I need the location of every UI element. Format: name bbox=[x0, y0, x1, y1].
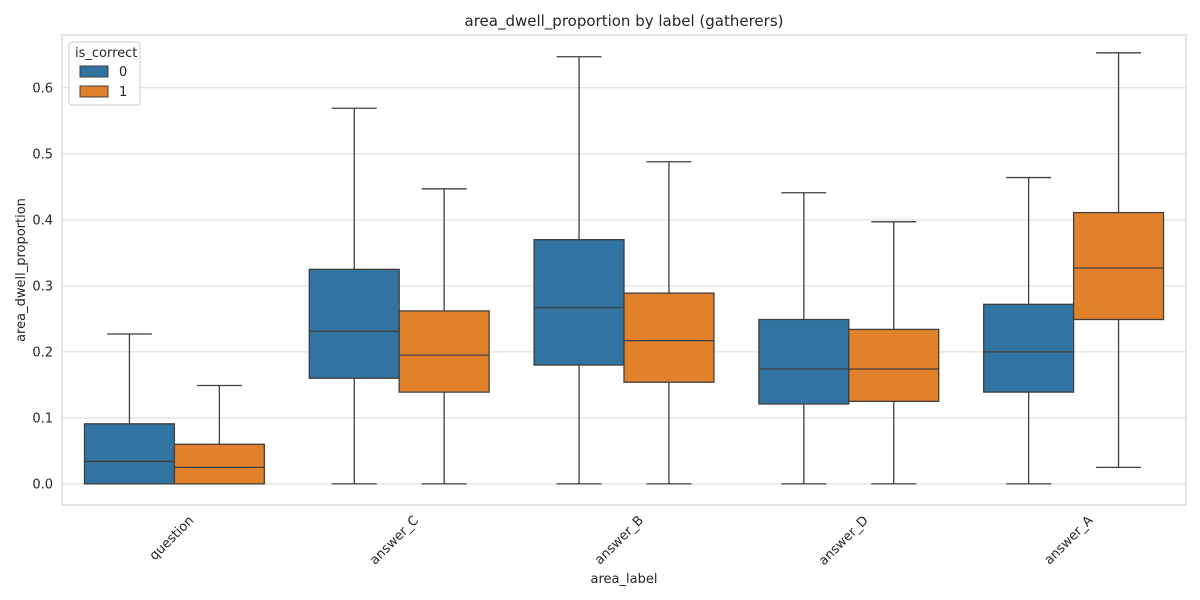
box-answer_C-series-1 bbox=[398, 188, 490, 485]
box-iqr bbox=[848, 328, 940, 403]
x-axis-title: area_label bbox=[591, 572, 658, 587]
legend-label: 0 bbox=[119, 65, 127, 80]
legend: is_correct 01 bbox=[68, 41, 141, 106]
box-iqr bbox=[983, 303, 1075, 393]
legend-label: 1 bbox=[119, 85, 127, 100]
box-answer_A-series-1 bbox=[1072, 52, 1165, 469]
box-answer_D-series-1 bbox=[848, 221, 940, 485]
box-answer_B-series-0 bbox=[533, 56, 625, 485]
legend-swatch bbox=[79, 85, 109, 98]
y-tick-label: 0.3 bbox=[32, 279, 53, 294]
box-question-series-0 bbox=[83, 333, 176, 485]
y-axis-title: area_dwell_proportion bbox=[14, 198, 29, 342]
box-iqr bbox=[173, 443, 265, 485]
y-tick-label: 0.0 bbox=[32, 477, 53, 492]
box-answer_C-series-0 bbox=[308, 107, 400, 485]
x-tick-label: answer_D bbox=[816, 513, 871, 568]
x-tick-label: answer_B bbox=[592, 513, 647, 568]
chart-title: area_dwell_proportion by label (gatherer… bbox=[465, 12, 784, 31]
legend-swatch bbox=[79, 65, 109, 78]
y-tick-label: 0.4 bbox=[32, 213, 53, 228]
y-tick-label: 0.1 bbox=[32, 411, 53, 426]
x-tick-labels: question answer_C answer_B answer_D answer_A bbox=[147, 513, 1097, 569]
box-answer_B-series-1 bbox=[623, 161, 715, 485]
box-iqr bbox=[398, 310, 490, 393]
box-iqr bbox=[533, 238, 625, 366]
x-tick-label: answer_C bbox=[367, 513, 422, 568]
box-iqr bbox=[83, 423, 176, 485]
x-tick-label: answer_A bbox=[1042, 513, 1097, 568]
box-answer_A-series-0 bbox=[983, 176, 1075, 485]
y-tick-label: 0.2 bbox=[32, 345, 53, 360]
y-tick-label: 0.5 bbox=[32, 147, 53, 162]
box-layer bbox=[83, 52, 1165, 485]
box-iqr bbox=[1072, 211, 1165, 321]
y-tick-label: 0.6 bbox=[32, 81, 53, 96]
y-tick-labels: 0.0 0.1 0.2 0.3 0.4 0.5 0.6 bbox=[32, 81, 53, 492]
legend-title: is_correct bbox=[75, 46, 137, 61]
box-iqr bbox=[308, 268, 400, 379]
box-iqr bbox=[623, 292, 715, 383]
legend-items: 01 bbox=[79, 65, 127, 100]
box-iqr bbox=[758, 318, 850, 405]
x-tick-label: question bbox=[147, 513, 197, 563]
plot-frame bbox=[61, 34, 1187, 506]
box-answer_D-series-0 bbox=[758, 192, 850, 485]
box-question-series-1 bbox=[173, 384, 265, 485]
